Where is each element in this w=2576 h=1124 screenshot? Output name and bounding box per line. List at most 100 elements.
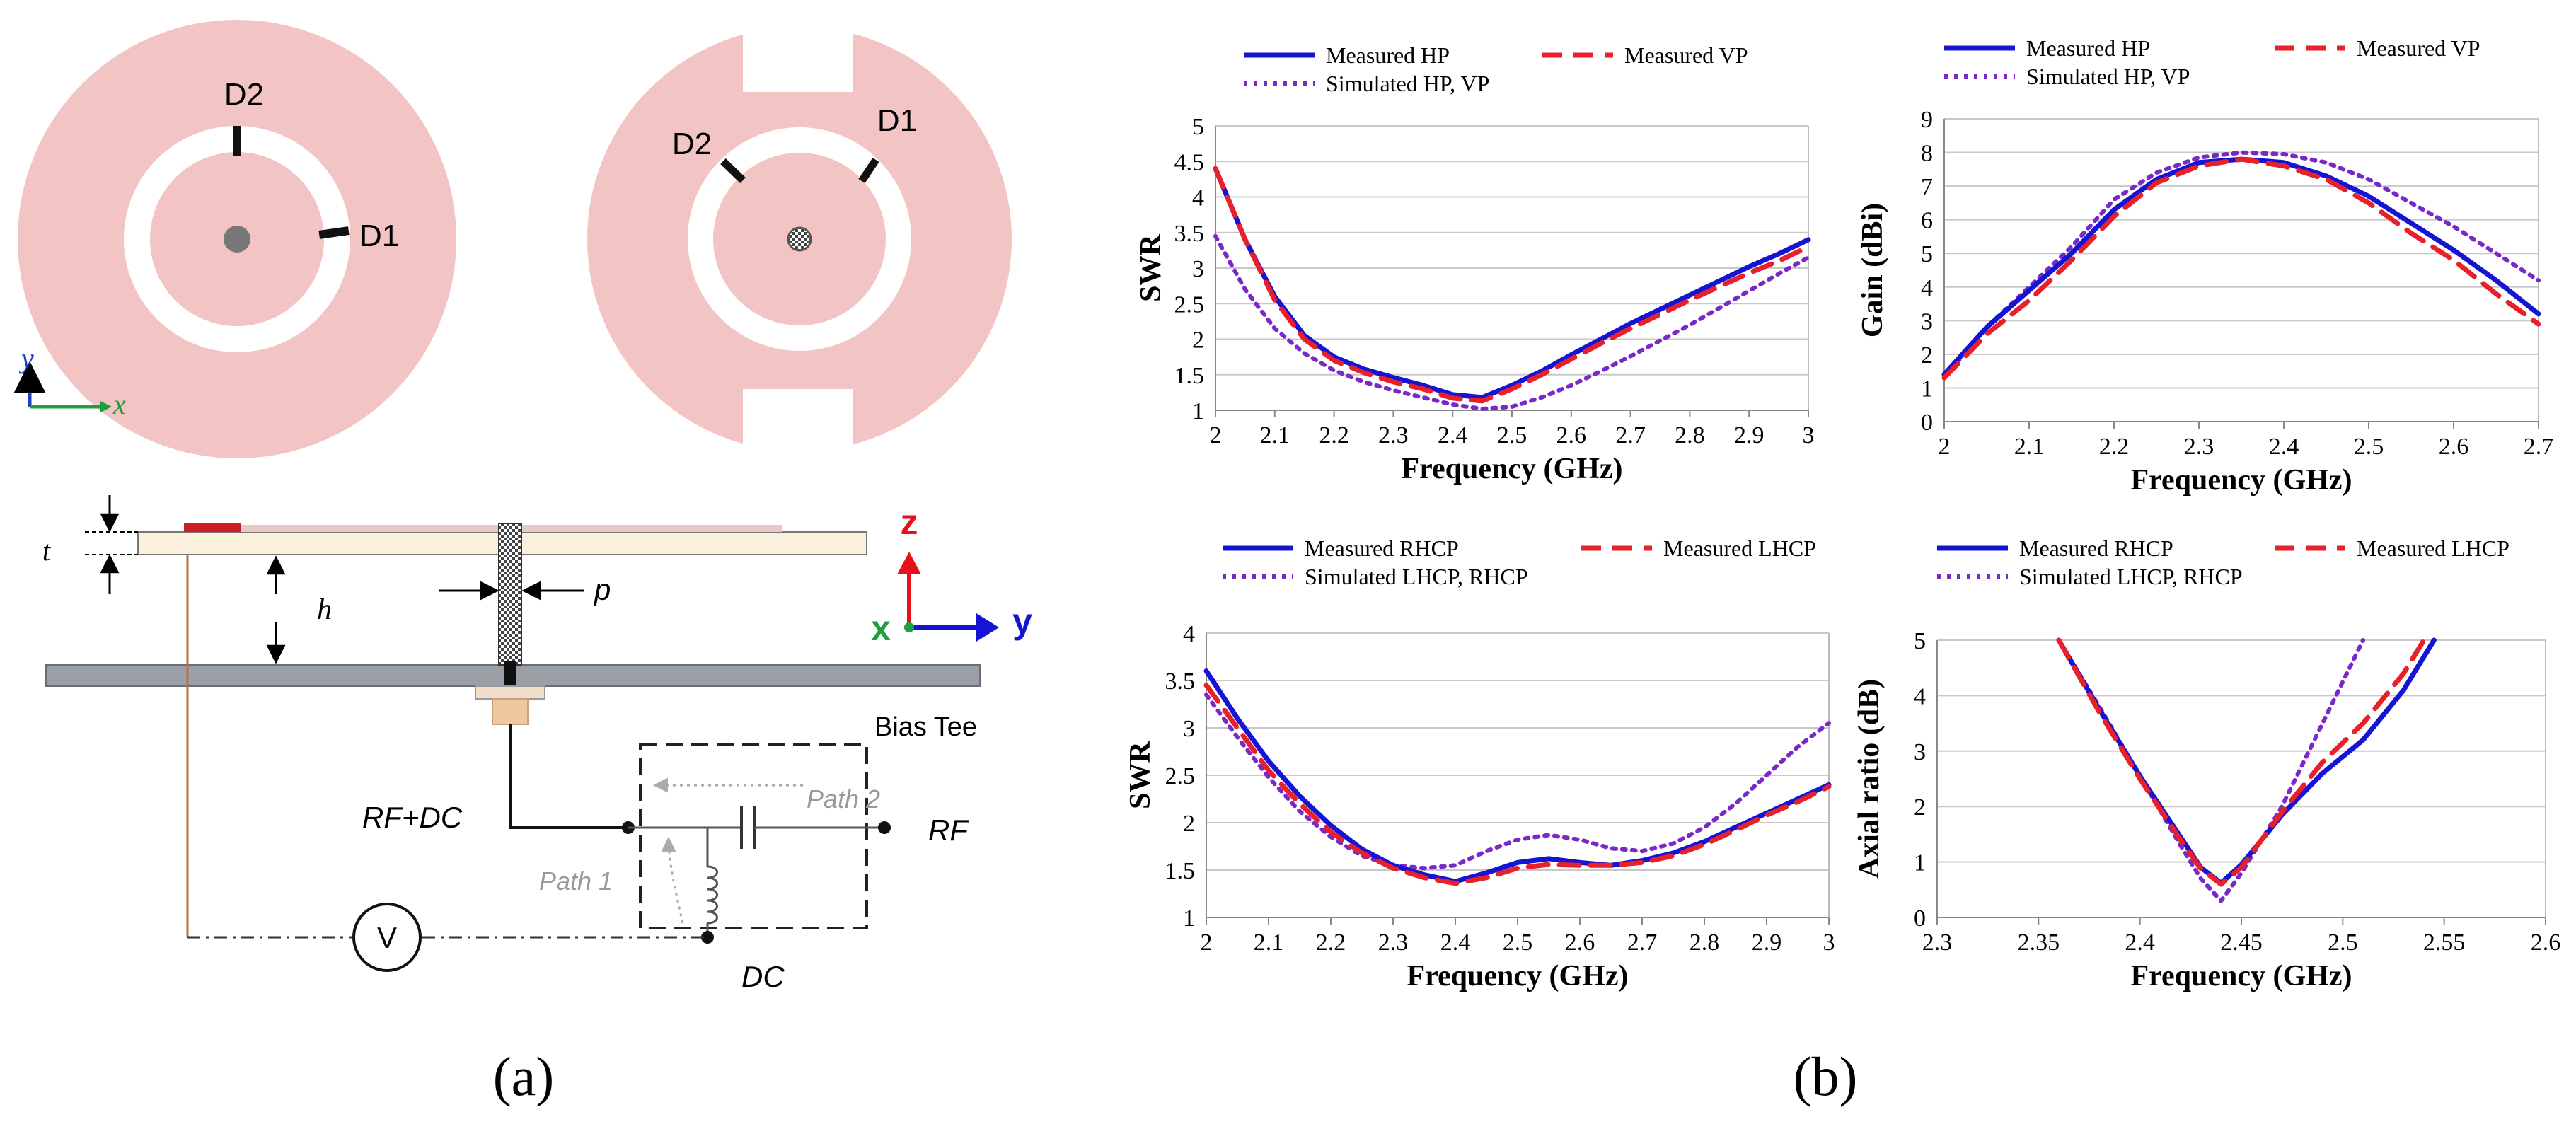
- y-tick-label: 1.5: [1174, 363, 1205, 389]
- connector: [475, 685, 545, 700]
- x-tick-label: 2.55: [2423, 929, 2466, 956]
- x-axis-label: Frequency (GHz): [1402, 453, 1623, 485]
- y-tick-label: 7: [1921, 174, 1933, 200]
- label-d2-right: D2: [672, 127, 712, 161]
- y-tick-label: 1: [1921, 376, 1933, 402]
- y-axis-label: Gain (dBi): [1856, 203, 1889, 337]
- series-line-dashed: [1203, 683, 1832, 886]
- x-tick-label: 2.6: [2439, 434, 2469, 460]
- legend-label: Measured RHCP: [1305, 535, 1459, 561]
- chart-gain_linear: 0 1 2 3 4 5 6 7 8 9 2 2.1 2.2 2.3 2.4 2.5 2.6 2.7 Frequenc…: [1856, 35, 2553, 497]
- legend-label: Measured HP: [2026, 35, 2150, 61]
- dc-label: DC: [741, 960, 785, 993]
- cross-section: t h p: [42, 495, 981, 937]
- panel-a: D2 D1 D2 D1 y x: [13, 14, 1032, 1107]
- series-line-dotted: [1213, 233, 1810, 411]
- diode-d1-left: [318, 226, 350, 239]
- axis-y-label: y: [18, 342, 34, 374]
- x-tick-label: 2.5: [2328, 929, 2358, 956]
- x-axis-label: Frequency (GHz): [2131, 464, 2352, 497]
- legend-label: Measured LHCP: [2357, 535, 2509, 561]
- x-tick-label: 2: [1201, 929, 1213, 956]
- y-tick-label: 4: [1921, 275, 1933, 301]
- x-tick-label: 2.3: [1922, 929, 1953, 956]
- x-tick-label: 2: [1939, 434, 1951, 460]
- legend-label: Simulated LHCP, RHCP: [1305, 564, 1528, 589]
- x-tick-label: 2.35: [2018, 929, 2060, 956]
- y-tick-label: 2.5: [1174, 291, 1205, 318]
- x-tick-label: 3: [1803, 422, 1815, 448]
- x-tick-label: 2.6: [1565, 929, 1595, 956]
- voltmeter: [352, 903, 422, 972]
- feed-point-right: [787, 226, 812, 252]
- y-axis-label: SWR: [1124, 741, 1157, 809]
- x-tick-label: 2.2: [1319, 422, 1349, 448]
- y-tick-label: 2: [1192, 328, 1204, 354]
- x-tick-label: 2.3: [1378, 929, 1409, 956]
- y-tick-label: 4: [1183, 621, 1195, 647]
- feed-probe: [498, 523, 522, 666]
- y-tick-label: 6: [1921, 208, 1933, 234]
- caption-b: (b): [1794, 1045, 1858, 1107]
- caption-a: (a): [493, 1045, 555, 1107]
- y-tick-label: 0: [1914, 905, 1926, 932]
- x-tick-label: 2.4: [1438, 422, 1468, 448]
- diode-d2-left: [233, 126, 241, 156]
- axis-x3d-label: x: [871, 608, 891, 648]
- diode-d2-right: [720, 158, 746, 183]
- x-tick-label: 2.7: [1627, 929, 1658, 956]
- x-tick-label: 2.3: [1378, 422, 1409, 448]
- y-tick-label: 4: [1914, 683, 1926, 709]
- y-axis-label: Axial ratio (dB): [1853, 679, 1885, 879]
- y-axis-label: SWR: [1135, 233, 1167, 301]
- rf-label: RF: [928, 813, 969, 847]
- axis-x-label: x: [112, 388, 126, 420]
- x-tick-label: 2.7: [2524, 434, 2554, 460]
- series-line-dotted: [1204, 693, 1831, 871]
- series-line-dashed: [2056, 637, 2427, 887]
- patch-layer: [184, 525, 782, 532]
- bias-tee-box: [639, 743, 868, 929]
- x-tick-label: 2.45: [2220, 929, 2263, 956]
- y-tick-label: 3: [1921, 308, 1933, 335]
- diode-strip: [184, 523, 241, 532]
- y-tick-label: 1: [1183, 905, 1195, 932]
- xy-axes: y x: [13, 342, 126, 420]
- y-tick-label: 2: [1914, 794, 1926, 821]
- axis-y3d-label: y: [1012, 601, 1032, 641]
- y-tick-label: 5: [1921, 241, 1933, 267]
- y-tick-label: 4.5: [1174, 149, 1205, 175]
- x-tick-label: 2.6: [2531, 929, 2561, 956]
- path1-label: Path 1: [539, 867, 613, 896]
- y-tick-label: 8: [1921, 141, 1933, 167]
- legend-label: Measured RHCP: [2019, 535, 2173, 561]
- axis-z-label: z: [901, 502, 918, 542]
- chart-axial_ratio: 0 1 2 3 4 5 2.3 2.35 2.4 2.45 2.5 2.55 2.6 Frequency …: [1853, 535, 2560, 992]
- y-tick-label: 4: [1192, 185, 1204, 212]
- rf-dc-label: RF+DC: [362, 801, 463, 834]
- panel-b-charts: 1 1.5 2 2.5 3 3.5 4 4.5 5 2 2.1 2.2 2.3 2.4 2.5 2.6 2.7 2…: [1124, 35, 2560, 992]
- legend-label: Simulated LHCP, RHCP: [2019, 564, 2243, 589]
- y-tick-label: 0: [1921, 410, 1933, 436]
- series-line-dotted: [1942, 150, 2541, 381]
- legend-label: Measured LHCP: [1663, 535, 1816, 561]
- x-tick-label: 2.5: [1497, 422, 1527, 448]
- path2-label: Path 2: [807, 784, 880, 813]
- y-tick-label: 3.5: [1174, 221, 1205, 247]
- x-tick-label: 2: [1210, 422, 1222, 448]
- y-tick-label: 5: [1914, 628, 1926, 654]
- x-tick-label: 2.9: [1734, 422, 1764, 448]
- x-tick-label: 2.8: [1675, 422, 1705, 448]
- y-tick-label: 5: [1192, 114, 1204, 140]
- xyz-axes: z x y: [871, 502, 1032, 648]
- y-tick-label: 2.5: [1165, 763, 1196, 789]
- x-axis-label: Frequency (GHz): [2131, 960, 2352, 992]
- x-tick-label: 2.3: [2184, 434, 2214, 460]
- dim-t-label: t: [42, 535, 51, 567]
- y-tick-label: 2: [1183, 811, 1195, 837]
- x-tick-label: 2.1: [2014, 434, 2045, 460]
- x-tick-label: 2.2: [1316, 929, 1346, 956]
- feed-point: [224, 226, 250, 253]
- x-tick-label: 2.5: [1503, 929, 1533, 956]
